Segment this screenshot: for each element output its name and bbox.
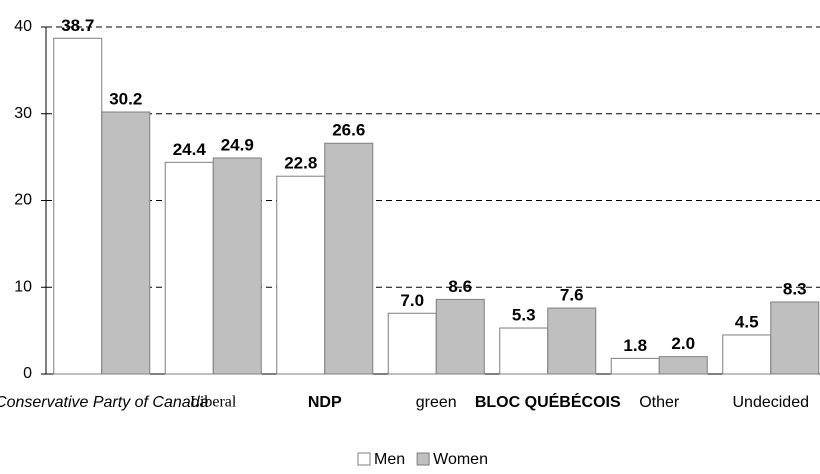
bar: [770, 301, 820, 375]
y-tick-label: 40: [14, 18, 32, 35]
legend-label: Women: [433, 451, 488, 468]
value-label: 8.3: [783, 279, 807, 298]
bar: [212, 157, 262, 375]
value-label: 22.8: [284, 154, 317, 173]
x-tick-label: NDP: [308, 394, 342, 411]
legend-swatch: [416, 452, 430, 466]
value-label: 38.7: [61, 16, 94, 35]
bar: [722, 334, 772, 375]
bar: [164, 161, 214, 375]
x-tick-label: Other: [639, 394, 680, 411]
value-label: 1.8: [623, 336, 647, 355]
y-tick-label: 20: [14, 192, 32, 209]
value-label: 24.9: [221, 135, 254, 154]
legend-label: Men: [374, 451, 405, 468]
value-label: 2.0: [671, 334, 695, 353]
bar: [547, 307, 597, 375]
y-tick-label: 30: [14, 105, 32, 122]
bar: [101, 111, 151, 375]
x-tick-label: green: [416, 394, 457, 411]
x-tick-label: Liberal: [190, 394, 237, 411]
value-label: 7.6: [560, 286, 584, 305]
bar: [499, 327, 549, 375]
bar: [658, 356, 708, 375]
value-label: 4.5: [735, 312, 759, 331]
y-tick-label: 10: [14, 278, 32, 295]
bar: [387, 312, 437, 375]
bar: [324, 142, 374, 375]
y-tick-label: 0: [23, 365, 32, 382]
value-label: 8.6: [448, 277, 472, 296]
legend-swatch: [357, 452, 371, 466]
value-label: 24.4: [173, 140, 207, 159]
value-label: 7.0: [400, 291, 424, 310]
bar: [53, 37, 103, 375]
value-label: 26.6: [332, 121, 365, 140]
value-label: 5.3: [512, 306, 536, 325]
x-tick-label: Conservative Party of Canada: [0, 394, 209, 411]
bar: [610, 357, 660, 375]
x-tick-label: BLOC QUÉBÉCOIS: [475, 392, 621, 411]
value-label: 30.2: [109, 89, 142, 108]
bar: [276, 175, 326, 375]
x-tick-label: Undecided: [733, 394, 810, 411]
bar: [435, 298, 485, 375]
